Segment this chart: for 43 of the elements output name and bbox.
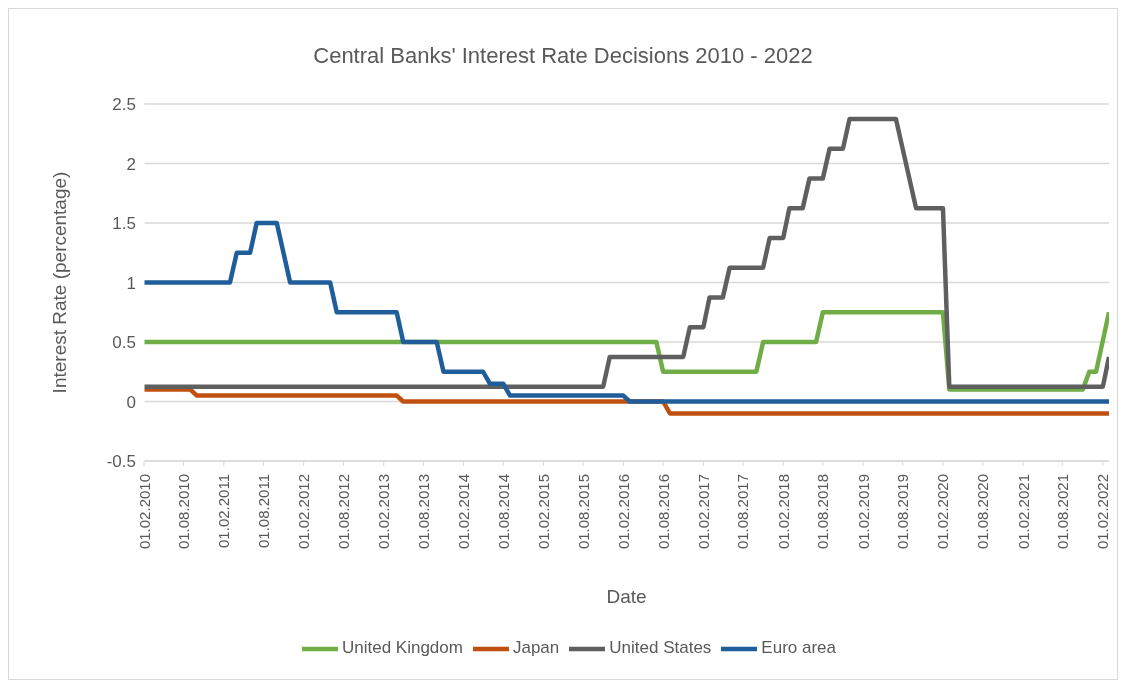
y-tick-label: 1 [126,273,136,293]
legend-label: United States [609,638,712,658]
x-tick-label: 01.02.2019 [854,474,872,550]
chart-title: Central Banks' Interest Rate Decisions 2010 - 2022 [312,43,814,69]
y-tick-label: 0 [126,392,136,412]
x-tick-label: 01.08.2015 [574,474,592,550]
x-tick-label: 01.02.2018 [774,474,792,550]
x-tick-label: 01.02.2012 [295,474,313,550]
x-tick-label: 01.08.2017 [734,474,752,550]
line-series [144,310,1109,392]
x-tick-label: 01.02.2011 [215,474,233,548]
legend-label: Japan [512,638,560,658]
y-tick-label: 1.5 [112,214,136,234]
y-tick-label: -0.5 [106,452,136,472]
y-tick-label: 2.5 [112,95,136,115]
x-tick-label: 01.08.2012 [335,474,353,550]
x-tick-label: 01.02.2022 [1094,474,1112,550]
x-tick-label: 01.08.2021 [1054,474,1072,550]
x-tick-label: 01.02.2017 [694,474,712,550]
y-tick-label: 2 [126,154,136,174]
x-tick-label: 01.02.2015 [534,474,552,550]
x-tick-label: 01.08.2010 [175,474,193,550]
x-tick-label: 01.08.2013 [414,474,432,550]
x-tick-label: 01.08.2014 [494,474,512,550]
x-tick-label: 01.08.2016 [654,474,672,550]
x-tick-label: 01.08.2018 [814,474,832,550]
x-axis-title: Date [606,586,647,607]
x-tick-label: 01.02.2021 [1014,474,1032,550]
x-tick-label: 01.02.2010 [135,474,153,550]
x-tick-label: 01.02.2016 [614,474,632,550]
legend-label: United Kingdom [341,638,463,658]
x-tick-label: 01.02.2020 [934,474,952,550]
x-tick-label: 01.02.2014 [455,474,473,550]
line-series [144,387,1109,416]
x-tick-label: 01.08.2019 [894,474,912,550]
y-tick-label: 0.5 [112,333,136,353]
line-series [144,220,1109,404]
x-tick-label: 01.08.2011 [254,474,272,548]
y-axis-title: Interest Rate (percentage) [48,171,70,394]
x-tick-label: 01.08.2020 [974,474,992,550]
x-tick-label: 01.02.2013 [375,474,393,550]
line-series [144,116,1109,389]
legend-label: Euro area [761,638,837,658]
